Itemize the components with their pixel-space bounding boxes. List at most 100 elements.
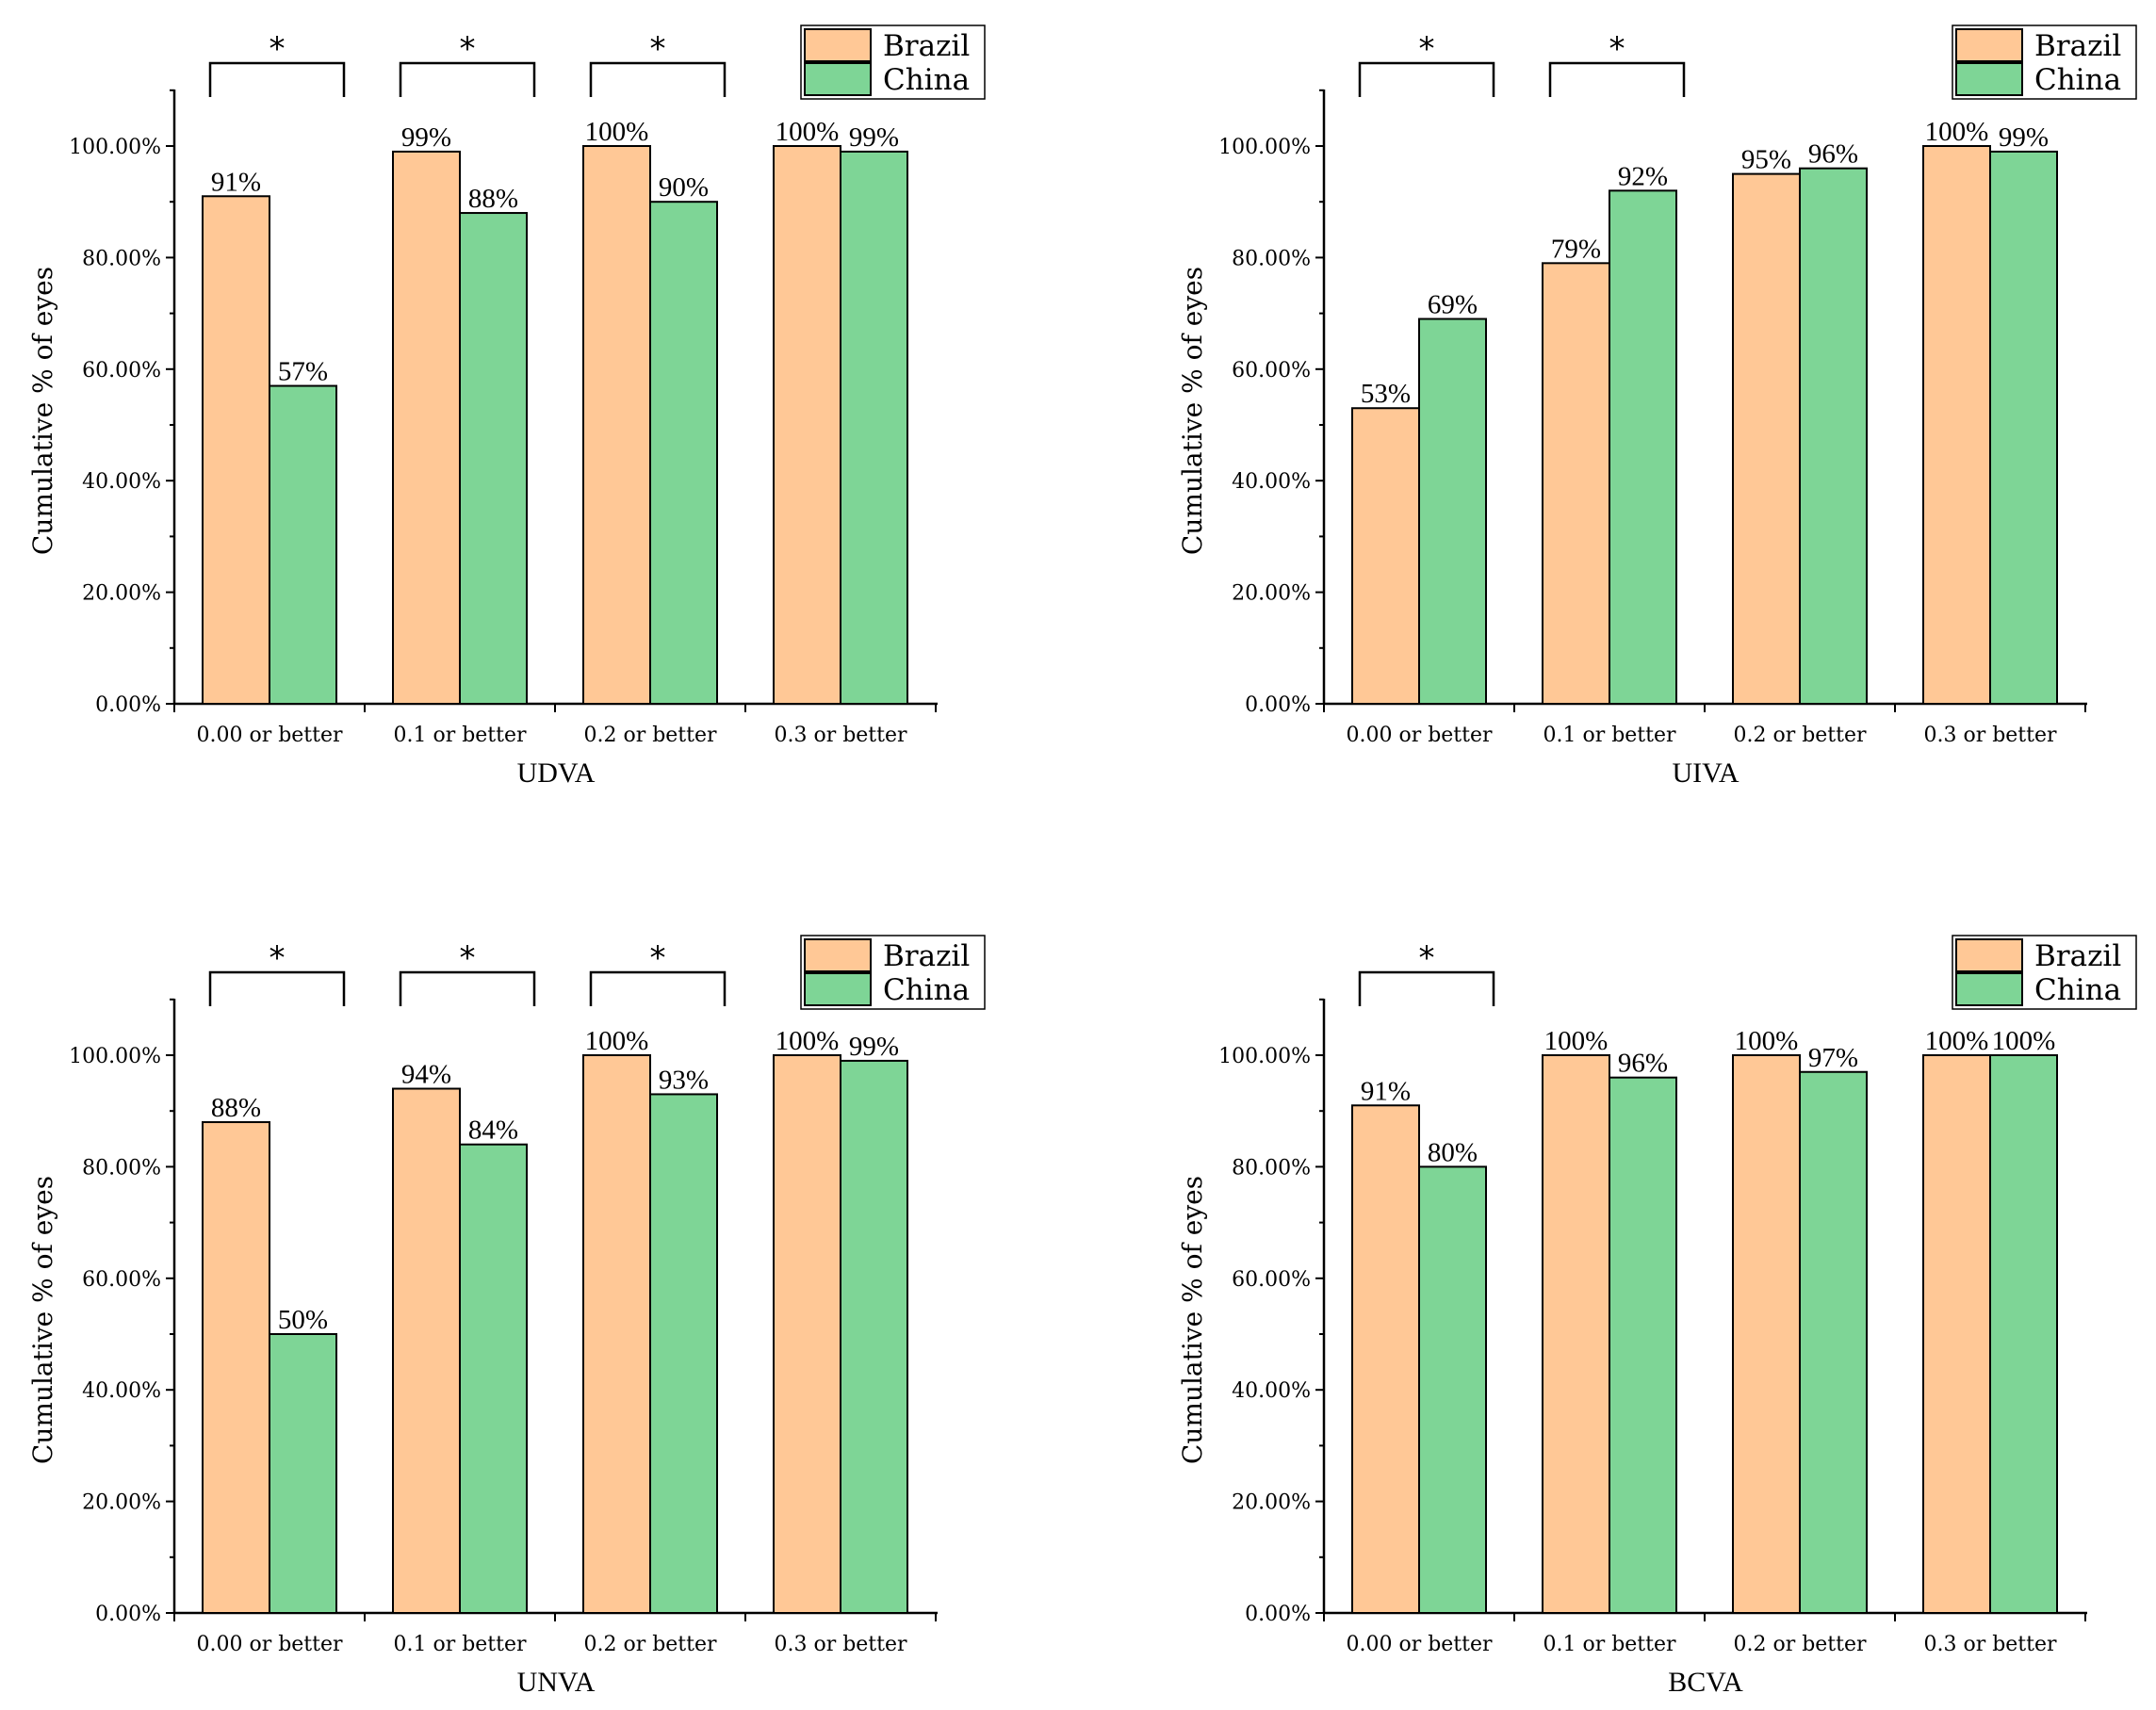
category-label: 0.1 or better: [393, 724, 527, 747]
data-label: 53%: [1361, 379, 1411, 409]
data-label: 100%: [1925, 1026, 1989, 1056]
significance-star: *: [270, 939, 286, 977]
bar-china-0: [269, 384, 337, 705]
category-label: 0.3 or better: [1923, 724, 2057, 747]
y-tick-label: 100.00%: [69, 1045, 161, 1068]
significance-star: *: [1419, 30, 1435, 68]
legend-swatch-china: [1955, 62, 2023, 96]
data-label: 88%: [468, 184, 518, 214]
data-label: 99%: [849, 122, 899, 153]
data-label: 57%: [278, 357, 328, 387]
data-label: 95%: [1741, 145, 1791, 175]
significance-bracket: [1548, 61, 1686, 97]
data-label: 99%: [1999, 122, 2049, 153]
bar-brazil-3: [773, 1054, 841, 1614]
y-tick-label: 40.00%: [1232, 470, 1311, 494]
y-tick-label: 40.00%: [1232, 1379, 1311, 1403]
data-label: 100%: [585, 1026, 649, 1056]
bar-brazil-2: [582, 1054, 651, 1614]
significance-bracket: [589, 970, 727, 1006]
bar-china-3: [840, 1059, 908, 1615]
data-label: 100%: [1735, 1026, 1799, 1056]
y-axis-title: Cumulative % of eyes: [27, 1176, 58, 1464]
y-tick-label: 60.00%: [1232, 1268, 1311, 1292]
bar-china-1: [459, 212, 528, 706]
data-label: 100%: [585, 117, 649, 147]
significance-bracket: [399, 61, 536, 97]
significance-bracket: [1358, 970, 1495, 1006]
y-tick-label: 0.00%: [1245, 1603, 1311, 1626]
legend-label-china: China: [883, 973, 970, 1007]
x-axis-title: UIVA: [1672, 757, 1739, 789]
y-tick-label: 20.00%: [82, 582, 161, 606]
data-label: 80%: [1428, 1137, 1478, 1167]
chart-panel-unva: 0.00% 20.00% 40.00% 60.00% 80.00% 100.00% 88% 5…: [27, 935, 986, 1698]
legend-swatch-brazil: [804, 28, 872, 62]
bar-brazil-3: [773, 145, 841, 705]
y-tick-label: 0.00%: [1245, 693, 1311, 717]
data-label: 50%: [278, 1305, 328, 1335]
bar-china-3: [1989, 150, 2058, 706]
category-label: 0.1 or better: [393, 1633, 527, 1656]
bar-china-3: [1989, 1054, 2058, 1614]
significance-bracket: [399, 970, 536, 1006]
y-tick-label: 100.00%: [1218, 136, 1311, 159]
y-tick-label: 20.00%: [82, 1491, 161, 1515]
category-label: 0.1 or better: [1543, 1633, 1676, 1656]
data-label: 69%: [1428, 290, 1478, 320]
data-label: 79%: [1551, 234, 1601, 264]
bar-brazil-1: [1542, 262, 1610, 705]
bar-china-1: [1609, 189, 1677, 706]
significance-star: *: [650, 939, 666, 977]
bar-china-1: [459, 1143, 528, 1614]
x-axis-title: UNVA: [517, 1667, 596, 1698]
bar-brazil-1: [392, 1087, 461, 1614]
data-label: 97%: [1808, 1043, 1858, 1073]
legend-swatch-china: [804, 62, 872, 96]
chart-panel-udva: 0.00% 20.00% 40.00% 60.00% 80.00% 100.00% 91% 5…: [27, 24, 986, 789]
data-label: 94%: [401, 1060, 451, 1090]
bar-brazil-3: [1922, 145, 1991, 705]
y-tick-label: 0.00%: [95, 693, 161, 717]
y-tick-label: 80.00%: [82, 247, 161, 270]
y-axis-title: Cumulative % of eyes: [1177, 267, 1208, 555]
bar-brazil-0: [1351, 1104, 1420, 1614]
chart-panel-bcva: 0.00% 20.00% 40.00% 60.00% 80.00% 100.00% 91% 8…: [1177, 935, 2137, 1698]
y-tick-label: 80.00%: [82, 1156, 161, 1180]
bar-china-2: [1799, 167, 1868, 705]
legend-label-brazil: Brazil: [2034, 939, 2121, 973]
data-label: 84%: [468, 1116, 518, 1146]
category-label: 0.2 or better: [1733, 1633, 1867, 1656]
significance-star: *: [460, 30, 476, 68]
y-tick-label: 20.00%: [1232, 582, 1311, 606]
y-tick-label: 60.00%: [1232, 359, 1311, 383]
bar-brazil-0: [202, 1121, 270, 1615]
y-tick-label: 60.00%: [82, 359, 161, 383]
y-axis-title: Cumulative % of eyes: [27, 267, 58, 555]
y-tick-label: 0.00%: [95, 1603, 161, 1626]
legend-swatch-china: [804, 972, 872, 1006]
data-label: 100%: [1992, 1026, 2056, 1056]
category-label: 0.00 or better: [196, 1633, 343, 1656]
bar-brazil-3: [1922, 1054, 1991, 1614]
bar-china-0: [1418, 318, 1487, 705]
category-label: 0.3 or better: [774, 1633, 907, 1656]
category-label: 0.1 or better: [1543, 724, 1676, 747]
data-label: 100%: [776, 117, 840, 147]
x-axis-title: UDVA: [517, 757, 596, 789]
data-label: 90%: [659, 172, 709, 203]
bar-china-2: [649, 201, 718, 705]
bar-brazil-2: [1732, 172, 1801, 706]
legend-label-china: China: [2034, 973, 2121, 1007]
bar-brazil-1: [1542, 1054, 1610, 1614]
bar-brazil-2: [1732, 1054, 1801, 1614]
significance-bracket: [208, 970, 346, 1006]
significance-star: *: [270, 30, 286, 68]
legend-swatch-brazil: [1955, 938, 2023, 972]
significance-star: *: [650, 30, 666, 68]
